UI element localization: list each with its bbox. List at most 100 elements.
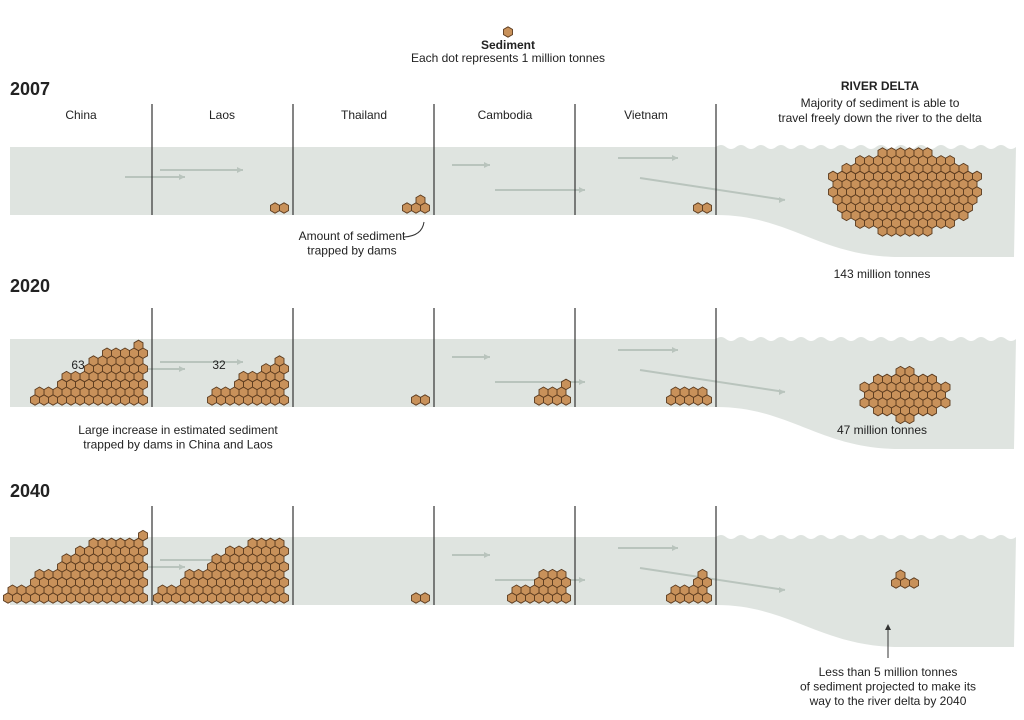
- trapped-sediment: [411, 394, 430, 406]
- sediment-dot: [945, 155, 955, 167]
- sediment-dot: [936, 217, 946, 229]
- sediment-dot: [945, 217, 955, 229]
- country-label: Thailand: [341, 108, 387, 122]
- legend-note: Each dot represents 1 million tonnes: [411, 51, 605, 65]
- annotation: of sediment projected to make its: [800, 680, 976, 694]
- sediment-dot: [225, 545, 235, 557]
- sediment-dot: [972, 170, 982, 183]
- flow-arrowhead: [179, 174, 185, 180]
- sediment-dot: [279, 202, 289, 214]
- flow-arrowhead: [779, 197, 785, 203]
- flow-arrowhead: [779, 587, 785, 593]
- trapped-sediment: [666, 386, 712, 406]
- sediment-dot: [679, 386, 690, 398]
- annotation: Large increase in estimated sediment: [78, 423, 278, 437]
- trapped-sediment: [507, 568, 571, 604]
- trapped-sediment: [534, 378, 571, 406]
- sediment-dot: [120, 347, 130, 359]
- sediment-dot: [561, 378, 571, 391]
- sediment-dot: [16, 584, 27, 596]
- sediment-dot: [859, 397, 870, 409]
- country-label: Vietnam: [624, 108, 668, 122]
- sediment-dot: [904, 147, 915, 159]
- delta-sediment: [891, 569, 919, 589]
- sediment-dot: [895, 569, 906, 581]
- country-label: China: [65, 108, 97, 122]
- flow-arrow: [639, 177, 786, 201]
- flow-arrowhead: [237, 167, 243, 173]
- delta-label: 47 million tonnes: [837, 423, 927, 437]
- sediment-dot: [895, 225, 906, 237]
- trapped-sediment: [693, 202, 712, 214]
- sediment-dot: [420, 592, 430, 604]
- arrowhead: [885, 624, 891, 630]
- sediment-dot: [138, 529, 148, 542]
- sediment-dot: [411, 394, 421, 406]
- sediment-dot: [958, 209, 969, 222]
- sediment-dot: [679, 584, 690, 596]
- sediment-dot: [34, 568, 45, 581]
- trapped-sediment: [666, 568, 712, 604]
- sediment-dot: [913, 147, 924, 159]
- sediment-dot: [247, 537, 258, 550]
- sediment-dot: [211, 553, 222, 565]
- sediment-dot: [918, 404, 928, 417]
- sediment-dot: [855, 217, 865, 229]
- sediment-dot: [873, 404, 883, 417]
- flow-arrowhead: [179, 564, 185, 570]
- year-label: 2020: [10, 276, 50, 296]
- sediment-dot: [503, 26, 513, 38]
- sediment-dot: [415, 194, 426, 206]
- sediment-dot: [274, 355, 285, 367]
- trapped-sediment: [411, 592, 430, 604]
- sediment-dot: [927, 404, 937, 417]
- year-label: 2007: [10, 79, 50, 99]
- sediment-dot: [247, 370, 258, 383]
- flow-arrowhead: [579, 577, 585, 583]
- sediment-dot: [256, 537, 267, 550]
- trapped-sediment: [153, 537, 289, 604]
- sediment-dot: [111, 347, 121, 359]
- sediment-dot: [895, 147, 906, 159]
- river: [10, 145, 1016, 257]
- flow-arrowhead: [179, 366, 185, 372]
- sediment-dot: [670, 386, 681, 398]
- sediment-dot: [193, 568, 204, 581]
- annotation: way to the river delta by 2040: [809, 694, 967, 708]
- sediment-dot: [877, 147, 888, 159]
- sediment-dot: [913, 225, 924, 237]
- sediment-dot: [166, 584, 177, 596]
- sediment-dot: [702, 202, 712, 214]
- annotation: Less than 5 million tonnes: [819, 665, 958, 679]
- trapped-label: 32: [212, 358, 226, 372]
- sediment-dot: [841, 162, 852, 175]
- sediment-dot: [43, 386, 54, 398]
- sediment-dot: [88, 537, 99, 550]
- sediment-dot: [882, 404, 892, 417]
- delta-title: RIVER DELTA: [841, 79, 920, 93]
- sediment-dot: [211, 386, 222, 398]
- flow-arrowhead: [484, 162, 490, 168]
- annotation: trapped by dams: [307, 244, 396, 258]
- trapped-sediment: [402, 194, 430, 214]
- delta-note: travel freely down the river to the delt…: [778, 111, 982, 125]
- sediment-dot: [895, 365, 906, 378]
- sediment-dot: [909, 577, 919, 589]
- legend-title: Sediment: [481, 38, 535, 52]
- sediment-dot: [106, 537, 117, 550]
- flow-arrowhead: [237, 359, 243, 365]
- sediment-dot: [102, 347, 112, 359]
- sediment-dot: [61, 370, 72, 383]
- sediment-dot: [828, 170, 838, 183]
- sediment-dot: [841, 209, 852, 222]
- sediment-dot: [864, 217, 874, 229]
- sediment-dot: [927, 373, 937, 386]
- sediment-dot: [411, 592, 421, 604]
- annotation-arrow: [403, 221, 425, 238]
- sediment-dot: [904, 365, 915, 378]
- sediment-dot: [420, 394, 430, 406]
- sediment-dot: [693, 202, 703, 214]
- annotation: trapped by dams in China and Laos: [83, 438, 272, 452]
- flow-arrowhead: [672, 545, 678, 551]
- sediment-dot: [547, 386, 558, 398]
